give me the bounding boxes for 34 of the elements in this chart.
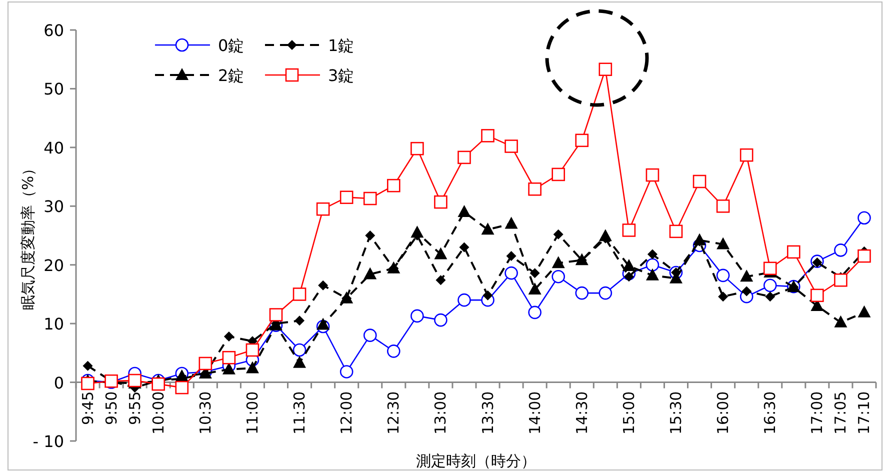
x-tick-label: 14:30 (572, 391, 591, 435)
x-tick-label: 9:45 (78, 391, 97, 425)
x-tick-label: 9:50 (102, 391, 120, 425)
x-tick-label: 11:00 (243, 391, 262, 435)
y-tick-label: 40 (44, 138, 64, 158)
y-tick-label: 30 (44, 197, 64, 216)
x-tick-label: 9:55 (126, 391, 144, 425)
x-tick-label: 10:00 (149, 391, 168, 435)
y-axis-title: 眠気尺度変動率（%） (19, 160, 37, 310)
legend-label: 3錠 (328, 66, 354, 85)
legend-label: 2錠 (218, 66, 244, 85)
y-tick-label: 0 (54, 373, 64, 392)
x-tick-label: 10:30 (196, 391, 214, 435)
x-tick-label: 14:00 (526, 391, 544, 435)
x-tick-label: 11:30 (290, 391, 309, 435)
x-tick-label: 12:30 (384, 391, 403, 435)
x-tick-label: 12:00 (338, 391, 356, 435)
y-tick-label: - 10 (32, 432, 64, 451)
x-tick-label: 16:30 (761, 391, 780, 435)
x-tick-label: 17:10 (855, 391, 874, 435)
x-tick-label: 17:00 (808, 391, 826, 435)
x-axis-title: 測定時刻（時分） (416, 452, 536, 470)
x-tick-label: 15:30 (667, 391, 685, 435)
y-tick-label: 10 (44, 314, 64, 334)
x-tick-label: 13:30 (478, 391, 497, 435)
legend-label: 1錠 (328, 36, 354, 55)
legend-label: 0錠 (218, 36, 244, 55)
y-tick-label: 60 (44, 21, 64, 40)
x-tick-label: 17:05 (832, 391, 850, 435)
y-tick-label: 20 (44, 256, 64, 275)
x-tick-label: 15:00 (620, 391, 638, 435)
x-tick-label: 16:00 (714, 391, 732, 435)
y-tick-label: 50 (44, 80, 64, 99)
x-tick-label: 13:00 (432, 391, 450, 435)
